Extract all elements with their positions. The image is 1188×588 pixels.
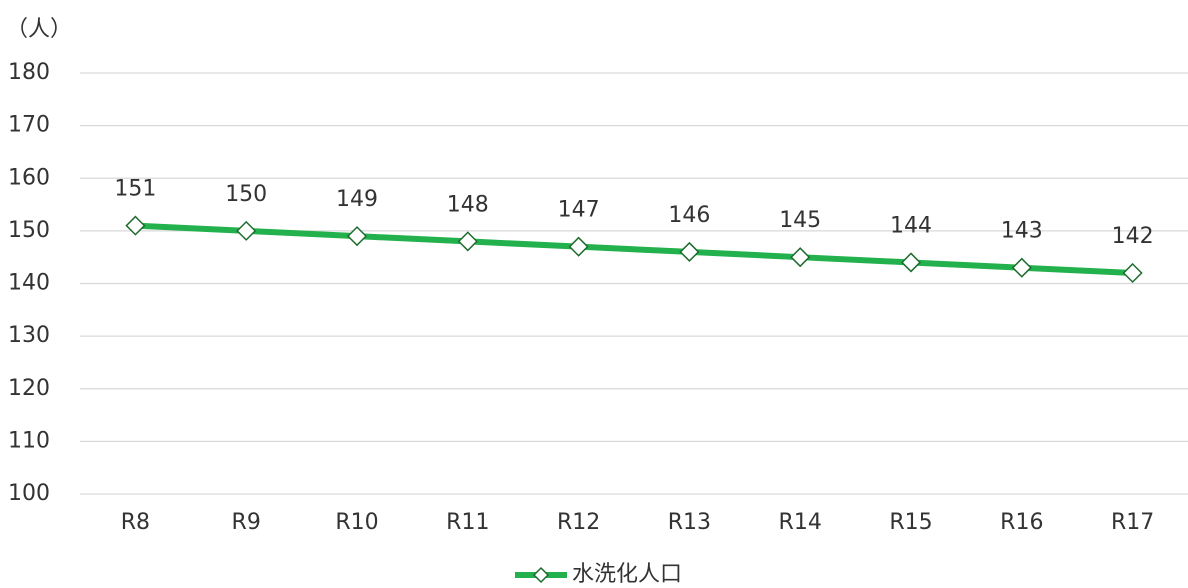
data-label: 148	[447, 192, 489, 217]
x-tick-label: R17	[1111, 510, 1154, 535]
marker	[1011, 257, 1032, 278]
x-tick-label: R10	[335, 510, 378, 535]
data-label: 147	[558, 198, 600, 223]
marker	[900, 252, 922, 273]
data-label: 144	[890, 213, 932, 238]
y-axis-label: （人）	[6, 17, 72, 42]
data-label: 149	[336, 187, 378, 212]
y-tick-label: 170	[8, 113, 50, 138]
marker	[457, 231, 478, 252]
x-tick-label: R14	[779, 510, 822, 535]
marker	[1122, 262, 1143, 284]
data-label: 146	[668, 203, 710, 228]
data-label: 150	[225, 182, 267, 207]
data-label: 151	[114, 177, 156, 202]
x-tick-label: R8	[121, 510, 150, 535]
x-tick-label: R16	[1000, 510, 1043, 535]
legend-marker	[532, 566, 550, 584]
x-tick-label: R9	[232, 510, 261, 535]
y-tick-label: 140	[8, 271, 50, 296]
marker	[568, 236, 589, 257]
y-tick-label: 120	[8, 376, 50, 401]
marker	[346, 226, 368, 247]
data-label: 142	[1112, 224, 1154, 249]
y-tick-label: 100	[8, 481, 50, 506]
x-tick-label: R13	[668, 510, 711, 535]
x-tick-label: R15	[889, 510, 932, 535]
x-tick-label: R12	[557, 510, 600, 535]
marker	[679, 241, 700, 262]
y-tick-label: 110	[8, 428, 50, 453]
data-label: 143	[1001, 219, 1043, 244]
legend-label: 水洗化人口	[572, 562, 682, 587]
marker	[790, 247, 811, 268]
marker	[125, 215, 146, 236]
marker	[236, 220, 257, 241]
series-line	[135, 222, 1133, 276]
y-tick-label: 160	[8, 165, 50, 190]
data-label: 145	[779, 208, 821, 233]
y-tick-label: 150	[8, 218, 50, 243]
y-tick-label: 130	[8, 323, 50, 348]
x-tick-label: R11	[446, 510, 489, 535]
y-tick-label: 180	[8, 60, 50, 85]
